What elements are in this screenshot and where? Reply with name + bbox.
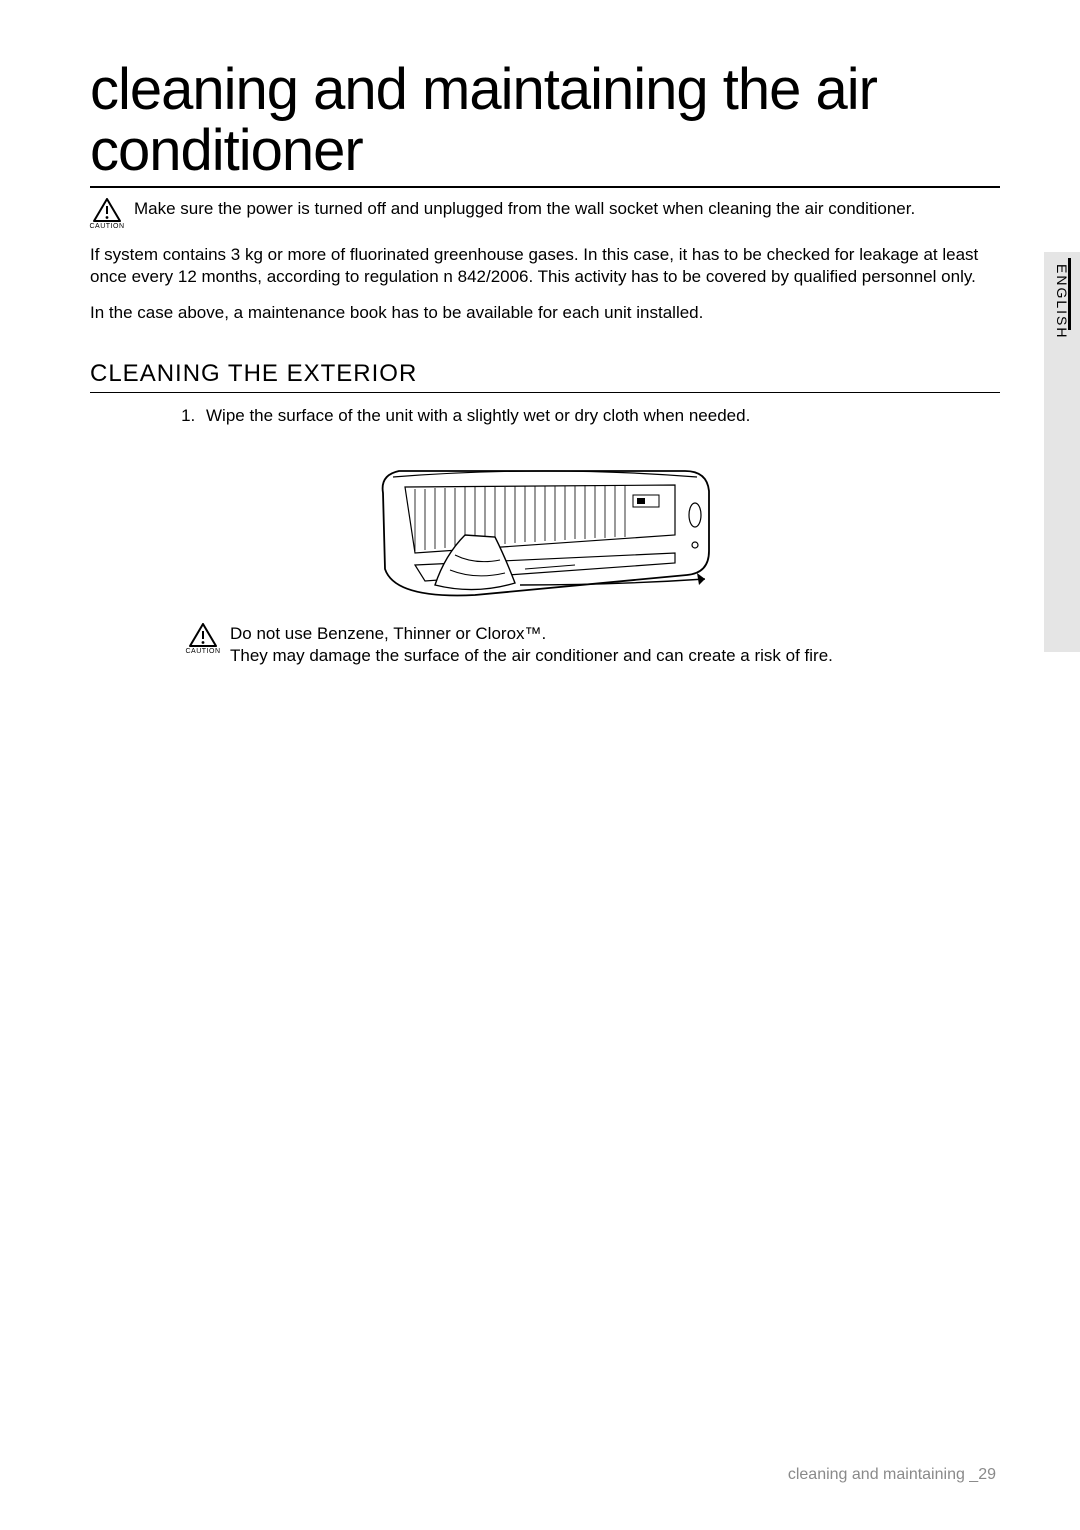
step-item: Wipe the surface of the unit with a slig… xyxy=(200,405,1000,427)
caution-block-chemicals: CAUTION Do not use Benzene, Thinner or C… xyxy=(90,623,1000,667)
section-heading-exterior: CLEANING THE EXTERIOR xyxy=(90,360,1000,393)
caution-text-power: Make sure the power is turned off and un… xyxy=(134,198,915,220)
language-tab-marker xyxy=(1068,258,1071,330)
caution-icon-wrap: CAUTION xyxy=(186,623,220,655)
paragraph-regulation: If system contains 3 kg or more of ﬂuori… xyxy=(90,244,1000,288)
language-tab: ENGLISH xyxy=(1044,252,1080,652)
caution-label: CAUTION xyxy=(186,648,221,655)
footer-page-label: cleaning and maintaining _29 xyxy=(788,1466,996,1484)
page-title: cleaning and maintaining the air conditi… xyxy=(90,60,1000,188)
step-list: Wipe the surface of the unit with a slig… xyxy=(90,405,1000,427)
caution-block-power: CAUTION Make sure the power is turned of… xyxy=(90,198,1000,230)
caution-text-chemicals: Do not use Benzene, Thinner or Clorox™. … xyxy=(230,623,833,667)
ac-unit-illustration xyxy=(365,455,725,605)
illustration-wrap xyxy=(90,455,1000,605)
paragraph-maintenance-book: In the case above, a maintenance book ha… xyxy=(90,302,1000,324)
caution-icon-wrap: CAUTION xyxy=(90,198,124,230)
caution-label: CAUTION xyxy=(90,223,125,230)
caution-chemicals-line2: They may damage the surface of the air c… xyxy=(230,646,833,665)
caution-chemicals-line1: Do not use Benzene, Thinner or Clorox™. xyxy=(230,624,546,643)
caution-icon xyxy=(189,623,217,647)
caution-icon xyxy=(93,198,121,222)
